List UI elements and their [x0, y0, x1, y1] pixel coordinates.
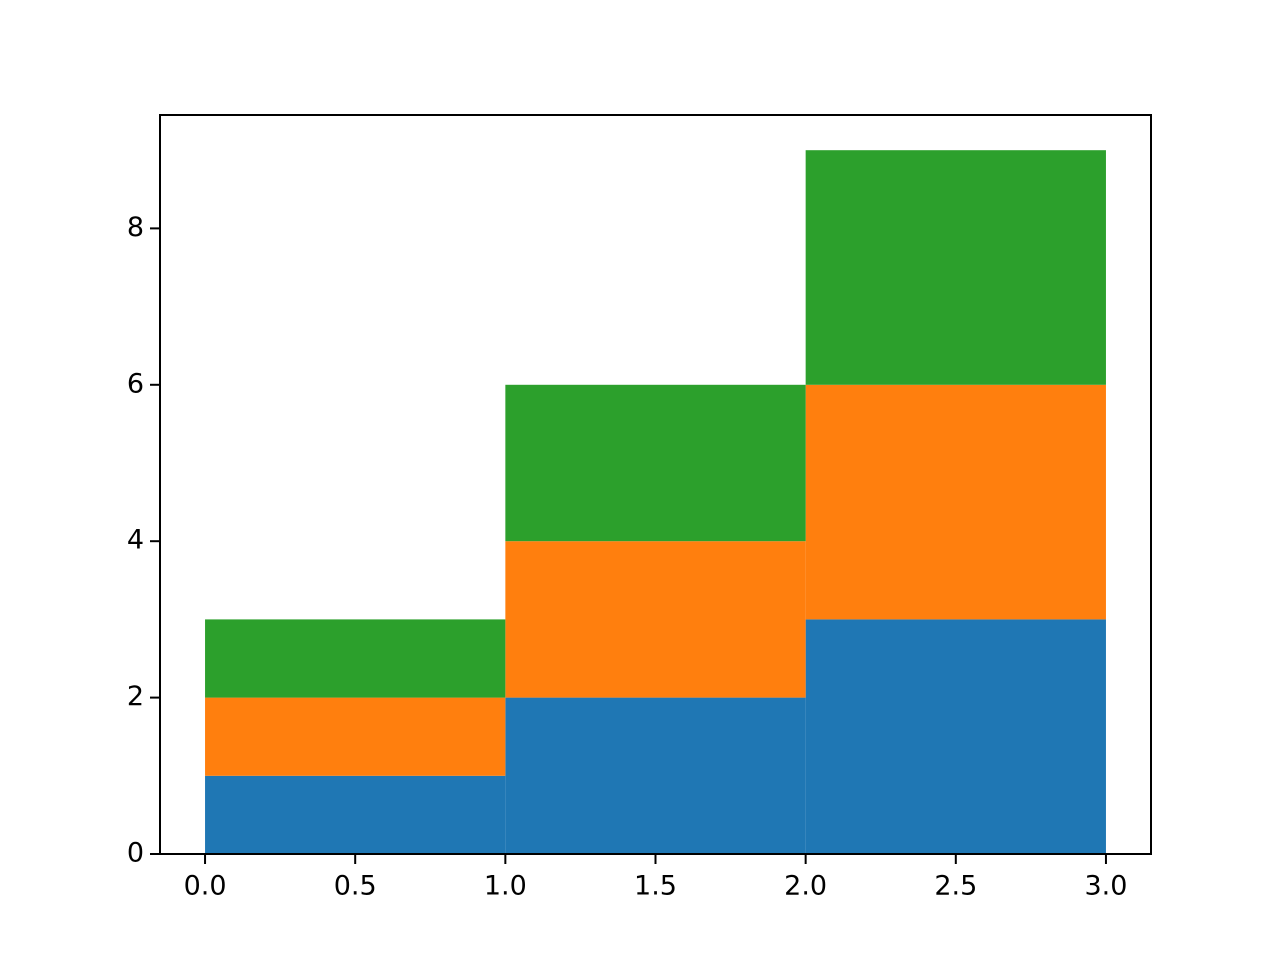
histogram-bar	[805, 619, 1106, 854]
x-tick-label: 3.0	[1084, 871, 1127, 902]
histogram-bar	[205, 619, 506, 698]
histogram-bar	[505, 697, 806, 854]
x-tick-label: 1.5	[634, 871, 677, 902]
histogram-bar	[205, 697, 506, 776]
y-tick-label: 2	[127, 681, 144, 712]
histogram-bar	[505, 384, 806, 542]
histogram-bar	[805, 150, 1106, 385]
x-tick-label: 2.0	[784, 871, 827, 902]
x-tick-label: 0.0	[184, 871, 227, 902]
y-tick-label: 4	[127, 525, 144, 556]
plot-area	[205, 150, 1106, 854]
x-tick-label: 2.5	[934, 871, 977, 902]
y-tick-label: 6	[127, 368, 144, 399]
y-tick-label: 8	[127, 212, 144, 243]
histogram-bar	[205, 775, 506, 854]
x-tick-label: 1.0	[484, 871, 527, 902]
x-tick-label: 0.5	[334, 871, 377, 902]
y-tick-label: 0	[127, 838, 144, 869]
histogram-bar	[805, 384, 1106, 620]
histogram-bar	[505, 541, 806, 698]
